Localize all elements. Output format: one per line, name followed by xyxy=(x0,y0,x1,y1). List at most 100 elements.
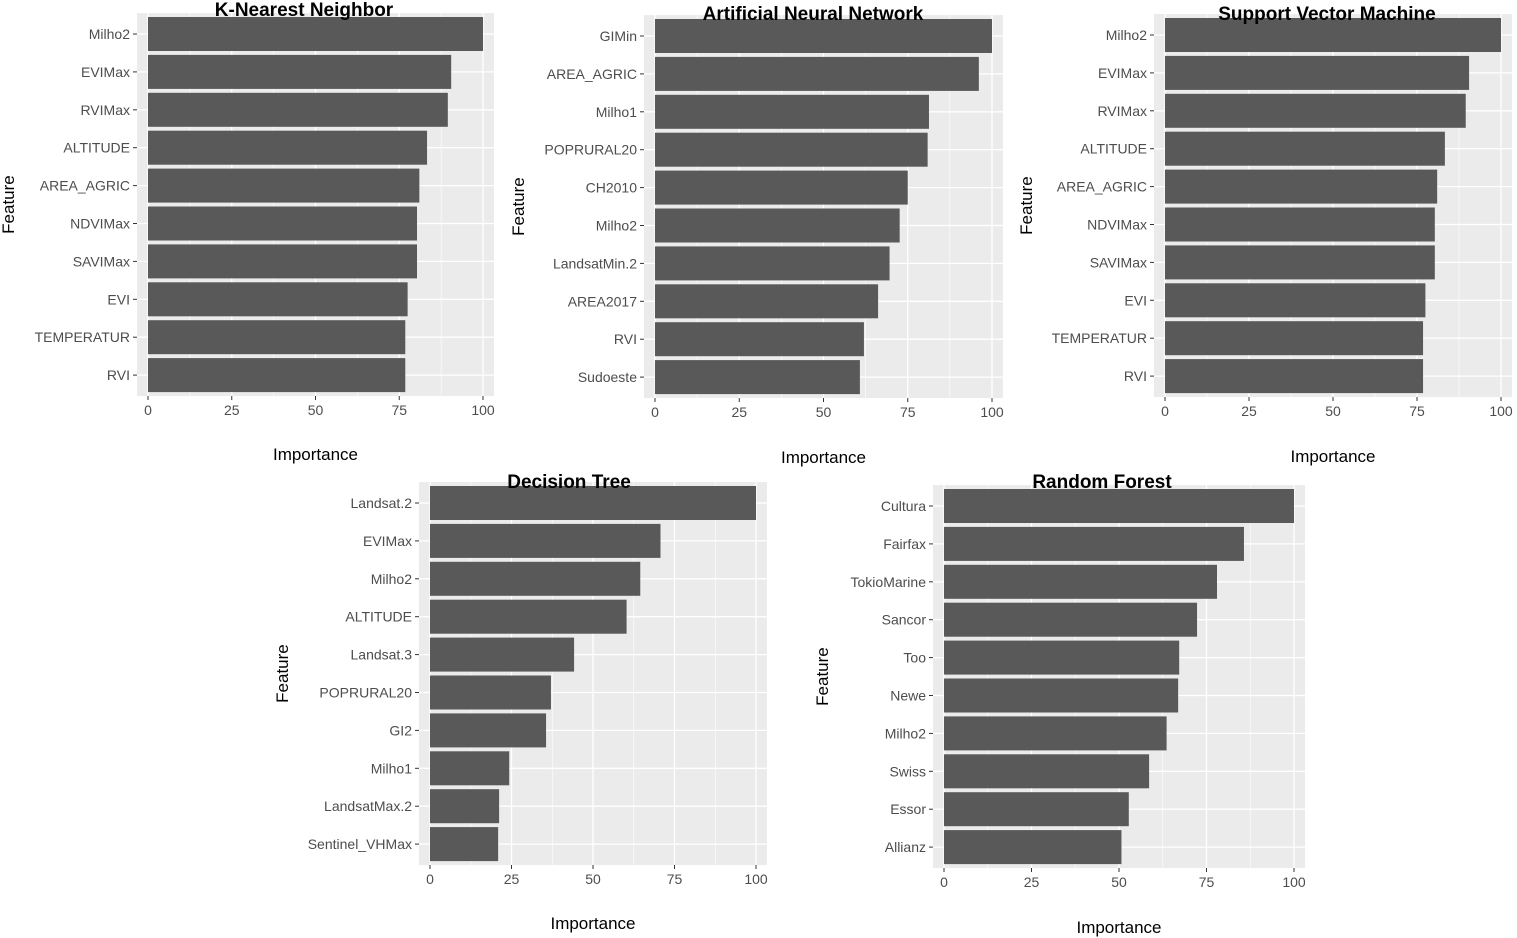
y-tick-label: Milho1 xyxy=(371,760,412,776)
chart-title: Decision Tree xyxy=(507,472,631,493)
x-tick-label: 100 xyxy=(980,404,1004,420)
bar-savimax xyxy=(148,244,418,279)
bar-ch2010 xyxy=(655,170,908,205)
y-tick-label: EVI xyxy=(107,291,130,307)
x-tick-label: 50 xyxy=(585,871,601,887)
x-tick-label: 25 xyxy=(731,404,747,420)
y-tick-label: Sudoeste xyxy=(578,369,637,385)
chart-title: Random Forest xyxy=(1032,472,1172,493)
bar-milho2 xyxy=(655,208,900,243)
y-axis-label: Feature xyxy=(813,647,832,706)
y-tick-label: Milho1 xyxy=(596,104,637,120)
bar-temperatur xyxy=(1165,321,1424,356)
bar-gimin xyxy=(655,19,992,53)
y-tick-label: Milho2 xyxy=(596,218,637,234)
bar-poprural20 xyxy=(430,675,551,710)
y-tick-label: RVI xyxy=(1124,368,1147,384)
bar-milho2 xyxy=(944,716,1167,751)
y-tick-label: CH2010 xyxy=(586,180,638,196)
y-tick-label: ALTITUDE xyxy=(345,609,412,625)
x-tick-label: 0 xyxy=(940,874,948,890)
bar-tokiomarine xyxy=(944,564,1217,599)
y-tick-label: Milho2 xyxy=(89,26,130,42)
bar-evi xyxy=(148,282,408,317)
bar-landsatmax-2 xyxy=(430,789,500,824)
bar-cultura xyxy=(944,489,1294,523)
y-tick-label: EVIMax xyxy=(81,64,130,80)
bar-evimax xyxy=(430,523,661,558)
bar-poprural20 xyxy=(655,132,928,167)
y-tick-label: Milho2 xyxy=(371,571,412,587)
y-axis-label: Feature xyxy=(509,177,528,236)
bar-allianz xyxy=(944,830,1122,865)
x-tick-label: 0 xyxy=(144,402,152,418)
y-tick-label: Fairfax xyxy=(883,536,926,552)
y-tick-label: GIMin xyxy=(600,28,637,44)
bar-essor xyxy=(944,792,1129,827)
y-tick-label: LandsatMax.2 xyxy=(324,798,412,814)
x-axis-label: Importance xyxy=(550,914,635,933)
y-tick-label: ALTITUDE xyxy=(1080,141,1147,157)
y-tick-label: AREA_AGRIC xyxy=(40,178,130,194)
bar-rvi xyxy=(148,358,406,393)
x-tick-label: 25 xyxy=(1024,874,1040,890)
y-tick-label: RVI xyxy=(614,331,637,347)
bar-altitude xyxy=(430,599,627,634)
y-tick-label: Too xyxy=(903,650,926,666)
y-tick-label: Milho2 xyxy=(885,725,926,741)
bar-too xyxy=(944,640,1180,675)
x-tick-label: 25 xyxy=(1241,403,1257,419)
bar-landsatmin-2 xyxy=(655,246,890,281)
chart-panel-1: Milho2 EVIMax RVIMax ALTITUDE AREA_AGRIC NDVI… xyxy=(0,0,495,464)
x-tick-label: 50 xyxy=(816,404,832,420)
bar-milho2 xyxy=(1165,18,1501,52)
bar-area2017 xyxy=(655,284,879,319)
y-tick-label: Sentinel_VHMax xyxy=(308,836,412,852)
x-axis-label: Importance xyxy=(1290,447,1375,466)
bar-sudoeste xyxy=(655,360,860,395)
chart-panel-5: Cultura Fairfax TokioMarine Sancor Too Newe Mi… xyxy=(813,472,1306,937)
bar-area-agric xyxy=(148,168,420,203)
bar-area-agric xyxy=(655,56,979,91)
y-tick-label: RVI xyxy=(107,367,130,383)
x-tick-label: 50 xyxy=(1111,874,1127,890)
y-tick-label: POPRURAL20 xyxy=(319,685,412,701)
bar-ndvimax xyxy=(1165,207,1435,242)
x-axis-label: Importance xyxy=(781,448,866,467)
bar-rvi xyxy=(1165,359,1424,394)
bar-milho1 xyxy=(655,94,929,129)
x-tick-label: 75 xyxy=(900,404,916,420)
x-tick-label: 100 xyxy=(1282,874,1306,890)
bar-landsat-2 xyxy=(430,486,756,520)
x-tick-label: 25 xyxy=(224,402,240,418)
y-tick-label: Newe xyxy=(890,688,926,704)
y-tick-label: TokioMarine xyxy=(851,574,927,590)
bar-sentinel-vhmax xyxy=(430,827,499,862)
bar-temperatur xyxy=(148,320,406,355)
y-tick-label: SAVIMax xyxy=(1090,254,1147,270)
x-tick-label: 75 xyxy=(1199,874,1215,890)
y-tick-label: Allianz xyxy=(885,839,926,855)
bar-rvimax xyxy=(1165,93,1466,128)
chart-panel-3: Milho2 EVIMax RVIMax ALTITUDE AREA_AGRIC NDVI… xyxy=(1017,4,1513,466)
chart-panel-2: GIMin AREA_AGRIC Milho1 POPRURAL20 CH2010 Mil… xyxy=(509,4,1004,467)
y-tick-label: Essor xyxy=(890,801,926,817)
y-tick-label: EVIMax xyxy=(1098,65,1147,81)
bar-newe xyxy=(944,678,1179,713)
bar-milho2 xyxy=(148,17,483,51)
y-axis-label: Feature xyxy=(0,175,18,234)
chart-panel-4: Landsat.2 EVIMax Milho2 ALTITUDE Landsat.3 PO… xyxy=(273,472,768,933)
bar-ndvimax xyxy=(148,206,418,241)
bar-rvimax xyxy=(148,92,448,127)
bar-milho1 xyxy=(430,751,510,786)
chart-title: Artificial Neural Network xyxy=(703,4,924,25)
y-axis-label: Feature xyxy=(273,644,292,703)
y-tick-label: Landsat.3 xyxy=(351,647,413,663)
y-tick-label: AREA_AGRIC xyxy=(1057,179,1147,195)
bar-evimax xyxy=(1165,55,1470,90)
y-tick-label: RVIMax xyxy=(80,102,130,118)
bar-altitude xyxy=(1165,131,1445,166)
y-tick-label: GI2 xyxy=(389,722,412,738)
chart-title: K-Nearest Neighbor xyxy=(215,0,394,21)
